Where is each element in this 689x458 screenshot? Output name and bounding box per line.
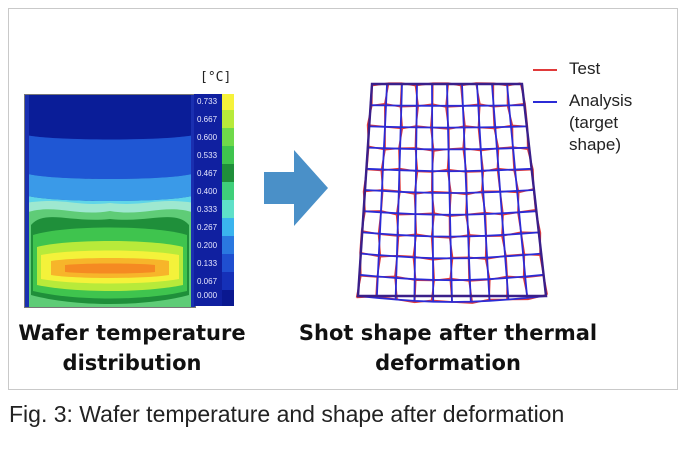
legend-analysis-label: (target [569,113,619,132]
colorbar-unit: [°C] [200,70,232,85]
left-caption-line2: distribution [62,351,202,375]
mesh-line [431,83,435,302]
right-caption-line1: Shot shape after thermal [298,321,598,345]
colorbar-tick: 0.733 [197,97,218,106]
mesh-line [413,83,418,301]
legend-test-label: Test [569,59,601,78]
mesh-line [446,83,453,303]
colorbar-tick: 0.000 [197,291,218,300]
colorbar-tick: 0.200 [197,241,218,250]
mesh-line [491,83,510,300]
colorbar-tick: 0.467 [197,169,218,178]
wafer-temperature-map [24,94,196,308]
left-caption-line1: Wafer temperature [18,321,246,345]
mesh-line [506,83,529,298]
figure-caption: Fig. 3: Wafer temperature and shape afte… [9,401,565,427]
colorbar-tick: 0.267 [197,223,218,232]
mesh-line [476,83,491,301]
mesh-line [461,83,472,302]
right-arrow-icon [264,150,328,231]
colorbar-tick: 0.533 [197,151,218,160]
colorbar-tick: 0.067 [197,277,218,286]
colorbar-tick: 0.133 [197,259,218,268]
mesh-line [375,83,388,298]
colorbar-tick: 0.600 [197,133,218,142]
right-caption-line2: deformation [375,351,521,375]
colorbar-tick: 0.400 [197,187,218,196]
mesh-line [394,83,403,300]
legend-analysis-label: Analysis [569,91,633,110]
colorbar-tick: 0.333 [197,205,218,214]
temperature-colorbar [194,94,238,306]
mesh-outline [356,82,548,298]
legend-analysis-label: shape) [569,135,621,154]
colorbar-tick: 0.667 [197,115,218,124]
shot-shape-mesh [350,76,550,313]
legend-test-swatch [533,69,557,71]
legend-analysis-swatch [533,101,557,103]
